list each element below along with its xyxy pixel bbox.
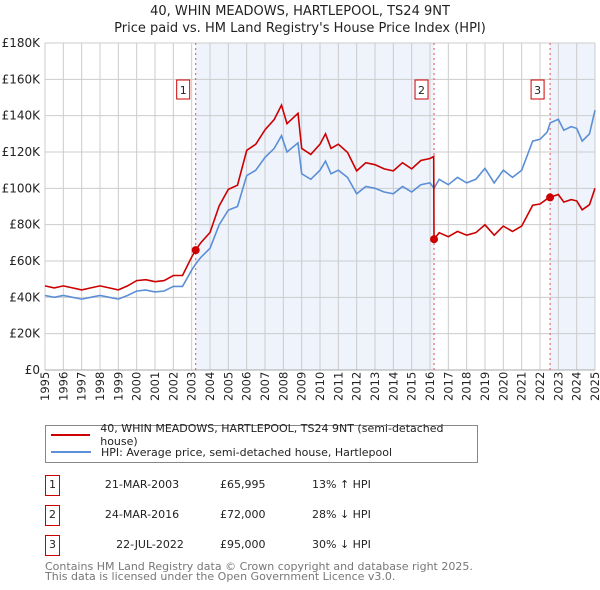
sale-point	[430, 235, 439, 244]
shaded-region	[195, 43, 435, 370]
sale-label: 3	[534, 84, 541, 97]
chart-plot: £0 £20K £40K £60K £80K £100K £120K £140K £160K £1…	[2, 36, 600, 401]
chart-title: 40, WHIN MEADOWS, HARTLEPOOL, TS24 9NT	[150, 4, 450, 19]
x-tick-label: 2024	[570, 372, 584, 401]
y-tick-label: £120K	[2, 145, 42, 159]
x-tick-label: 2001	[148, 372, 162, 401]
x-tick-label: 2023	[551, 372, 565, 401]
hpi-line	[44, 110, 596, 300]
sale-hpi-diff: 28% ↓ HPI	[312, 508, 371, 521]
x-tick-label: 2012	[350, 372, 364, 401]
footer-licence: This data is licensed under the Open Gov…	[45, 570, 396, 583]
chart-subtitle: Price paid vs. HM Land Registry's House …	[114, 21, 486, 36]
sale-row: 2 24-MAR-2016 £72,000 28% ↓ HPI	[45, 505, 495, 526]
x-tick-label: 2011	[331, 372, 345, 401]
legend-swatch-blue	[51, 451, 91, 453]
x-tick-label: 1998	[93, 372, 107, 401]
y-tick-label: £0	[25, 363, 40, 377]
x-tick-label: 2025	[588, 372, 600, 401]
sale-hpi-diff: 13% ↑ HPI	[312, 478, 371, 491]
sale-date: 21-MAR-2003	[104, 478, 180, 491]
sale-date: 22-JUL-2022	[116, 538, 184, 551]
x-tick-label: 1997	[75, 372, 89, 401]
sale-price: £72,000	[220, 508, 266, 521]
x-tick-label: 2004	[203, 372, 217, 401]
legend-item-hpi: HPI: Average price, semi-detached house,…	[51, 444, 392, 460]
sale-label-box	[414, 79, 429, 100]
x-tick-label: 2014	[386, 372, 400, 401]
x-tick-label: 2017	[441, 372, 455, 401]
x-tick-label: 1995	[38, 372, 52, 401]
sale-price: £65,995	[220, 478, 266, 491]
x-tick-label: 1999	[111, 372, 125, 401]
sale-marker-badge: 3	[45, 535, 60, 556]
x-tick-label: 2005	[221, 372, 235, 401]
legend-swatch-red	[51, 434, 91, 436]
sale-row: 3 22-JUL-2022 £95,000 30% ↓ HPI	[45, 535, 495, 556]
x-tick-label: 2020	[496, 372, 510, 401]
x-tick-label: 2008	[276, 372, 290, 401]
y-tick-label: £140K	[2, 109, 42, 123]
sale-label: 1	[180, 84, 187, 97]
y-tick-label: £160K	[2, 72, 42, 86]
sale-marker-badge: 1	[45, 475, 60, 496]
y-tick-label: £180K	[2, 36, 42, 50]
x-tick-label: 2021	[515, 372, 529, 401]
legend: 40, WHIN MEADOWS, HARTLEPOOL, TS24 9NT (…	[45, 422, 478, 463]
x-tick-label: 2019	[478, 372, 492, 401]
x-tick-label: 2007	[258, 372, 272, 401]
footer-copyright: Contains HM Land Registry data © Crown c…	[45, 560, 473, 573]
x-tick-label: 2000	[130, 372, 144, 401]
x-tick-label: 2003	[185, 372, 199, 401]
sale-date: 24-MAR-2016	[104, 508, 180, 521]
y-tick-label: £20K	[9, 327, 41, 341]
sale-hpi-diff: 30% ↓ HPI	[312, 538, 371, 551]
y-tick-label: £60K	[9, 254, 41, 268]
legend-item-price-paid: 40, WHIN MEADOWS, HARTLEPOOL, TS24 9NT (…	[51, 422, 477, 448]
x-tick-label: 1996	[56, 372, 70, 401]
x-tick-label: 2015	[405, 372, 419, 401]
sale-point	[191, 246, 200, 255]
y-tick-label: £40K	[9, 290, 41, 304]
sale-point	[546, 193, 555, 202]
x-tick-label: 2002	[166, 372, 180, 401]
x-tick-label: 2018	[460, 372, 474, 401]
sale-price: £95,000	[220, 538, 266, 551]
legend-label: HPI: Average price, semi-detached house,…	[101, 445, 393, 459]
sale-marker-badge: 2	[45, 505, 60, 526]
x-tick-label: 2016	[423, 372, 437, 401]
sale-label-box	[176, 79, 191, 100]
x-tick-label: 2010	[313, 372, 327, 401]
sale-row: 1 21-MAR-2003 £65,995 13% ↑ HPI	[45, 475, 495, 496]
legend-label: 40, WHIN MEADOWS, HARTLEPOOL, TS24 9NT (…	[100, 422, 444, 448]
x-tick-label: 2009	[295, 372, 309, 401]
y-tick-label: £100K	[2, 181, 42, 195]
x-tick-label: 2006	[240, 372, 254, 401]
y-tick-label: £80K	[9, 218, 41, 232]
x-tick-label: 2022	[533, 372, 547, 401]
sale-label-box	[530, 79, 545, 100]
price-paid-line	[44, 102, 596, 291]
x-tick-label: 2013	[368, 372, 382, 401]
sale-label: 2	[418, 84, 425, 97]
